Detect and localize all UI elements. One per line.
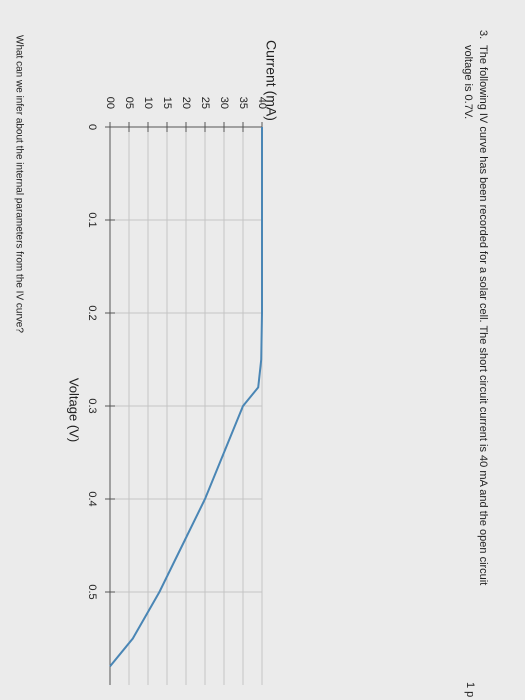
x-tick-label: 0 [86, 124, 98, 130]
points: 1 p [464, 682, 476, 697]
y-tick-label: 35 [237, 97, 249, 109]
y-tick-label: 00 [104, 97, 116, 109]
x-axis-label: Voltage (V) [67, 378, 82, 442]
question-text: The following IV curve has been recorded… [477, 45, 489, 585]
y-tick-label: 15 [161, 97, 173, 109]
y-tick-label: 10 [142, 97, 154, 109]
x-tick-label: 0.1 [86, 212, 98, 227]
y-tick-label: 05 [123, 97, 135, 109]
y-tick-label: 25 [199, 97, 211, 109]
x-tick-label: 0.2 [86, 305, 98, 320]
question-number: 3. [477, 30, 489, 39]
x-tick-label: 0.4 [86, 491, 98, 506]
y-tick-label: 20 [180, 97, 192, 109]
y-tick-label: 30 [218, 97, 230, 109]
prompt: What can we infer about the internal par… [13, 35, 24, 333]
y-tick-label: 40 [256, 97, 268, 109]
x-tick-label: 0.5 [86, 584, 98, 599]
y-axis-label: Current (mA) [263, 40, 279, 121]
x-tick-label: 0.3 [86, 398, 98, 413]
iv-curve [109, 127, 263, 668]
question-text: voltage is 0.7V. [462, 45, 474, 119]
